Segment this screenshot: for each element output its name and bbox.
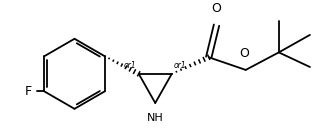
- Text: or1: or1: [174, 61, 186, 70]
- Text: F: F: [24, 85, 31, 98]
- Text: NH: NH: [147, 113, 164, 123]
- Text: O: O: [212, 2, 221, 15]
- Text: or1: or1: [124, 61, 137, 70]
- Text: O: O: [239, 47, 249, 60]
